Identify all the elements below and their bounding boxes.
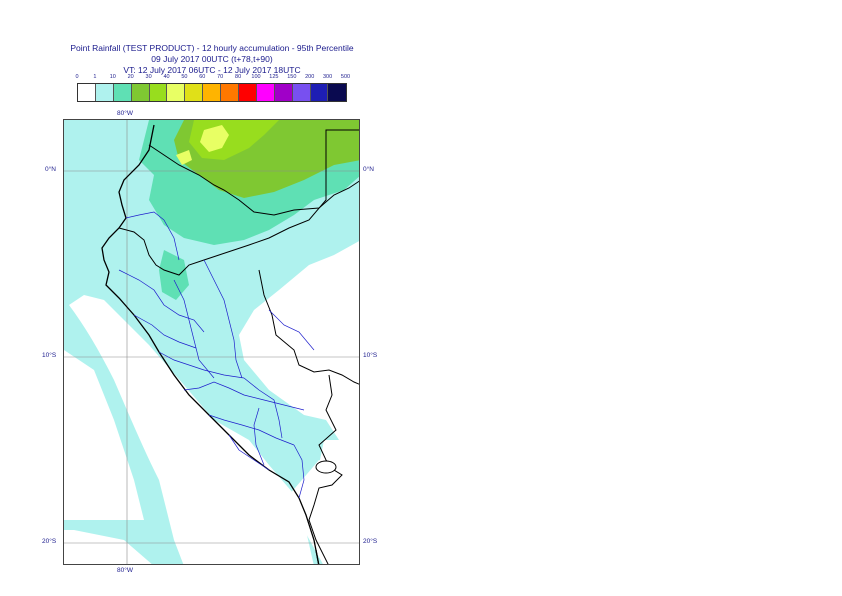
- admin-8: [203, 259, 243, 379]
- title-line-1: Point Rainfall (TEST PRODUCT) - 12 hourl…: [70, 43, 354, 53]
- border-colombia-ecuador: [148, 144, 359, 216]
- lat-label-10s-right: 10°S: [363, 352, 378, 359]
- legend-tick-label: 200: [305, 74, 315, 80]
- admin-7: [173, 279, 215, 379]
- legend-tick-label: 125: [269, 74, 279, 80]
- legend-tick-label: 60: [199, 74, 206, 80]
- map-svg: [64, 120, 359, 564]
- admin-2: [133, 314, 197, 349]
- legend-swatch: [221, 84, 240, 101]
- legend-swatch: [167, 84, 186, 101]
- admin-13: [268, 309, 315, 351]
- lon-label-top: 80°W: [117, 110, 133, 117]
- admin-12: [125, 211, 165, 221]
- legend-tick-label: 30: [145, 74, 152, 80]
- coast-south-chile: [315, 549, 320, 564]
- legend-swatch: [131, 84, 150, 101]
- legend-swatch: [149, 84, 168, 101]
- legend-swatch: [203, 84, 222, 101]
- legend-swatch: [328, 84, 347, 101]
- legend-swatch: [113, 84, 132, 101]
- coastline: [101, 124, 320, 564]
- admin-10: [293, 444, 305, 499]
- lat-label-20s-left: 20°S: [42, 538, 57, 545]
- rain-10-20-andes: [159, 250, 189, 300]
- admin-9: [243, 377, 283, 439]
- dry-ocean-area-1: [69, 295, 314, 564]
- lat-label-eq-left: 0°N: [45, 166, 56, 173]
- admin-6: [228, 434, 270, 471]
- legend-tick-label: 70: [217, 74, 224, 80]
- chart-title: Point Rainfall (TEST PRODUCT) - 12 hourl…: [62, 43, 362, 76]
- legend-tick-label: 10: [109, 74, 116, 80]
- coast-ecuador-peru: [101, 124, 320, 564]
- dry-east-area: [239, 241, 359, 450]
- title-line-2: 09 July 2017 00UTC (t+78,t+90): [151, 54, 273, 64]
- lat-label-eq-right: 0°N: [363, 166, 374, 173]
- lake-titicaca: [315, 460, 337, 474]
- admin-5: [208, 414, 295, 446]
- admin-1: [118, 269, 205, 333]
- legend-swatch: [274, 84, 293, 101]
- legend-tick-label: 100: [251, 74, 261, 80]
- lon-label-bottom: 80°W: [117, 567, 133, 574]
- legend-swatch: [78, 84, 96, 101]
- graticule: [64, 120, 359, 564]
- border-peru-brazil: [258, 269, 359, 385]
- legend-tick-label: 150: [287, 74, 297, 80]
- admin-3: [158, 351, 245, 379]
- national-borders: [118, 129, 359, 564]
- legend-swatch: [185, 84, 204, 101]
- border-peru-bolivia: [308, 374, 343, 564]
- legend-tick-label: 40: [163, 74, 170, 80]
- legend-tick-label: 0: [75, 74, 79, 80]
- rain-40-50-north: [200, 125, 229, 152]
- legend-swatch: [256, 84, 275, 101]
- lat-label-20s-right: 20°S: [363, 538, 378, 545]
- legend-bar: [77, 83, 348, 102]
- legend-tick-label: 20: [127, 74, 134, 80]
- admin-boundaries: [118, 211, 315, 499]
- legend-ticks: 0 1 10 20 30 40 50 60 70 80 100 125 150 200 300 500: [70, 74, 360, 84]
- legend-swatch: [292, 84, 311, 101]
- legend-tick-label: 500: [340, 74, 351, 80]
- legend-swatch: [95, 84, 114, 101]
- rain-40-50-north-2: [176, 150, 192, 165]
- legend-swatch: [310, 84, 329, 101]
- dry-south-area: [289, 460, 359, 564]
- legend-swatch: [239, 84, 257, 101]
- legend-tick-label: 1: [93, 74, 97, 80]
- legend-tick-label: 50: [181, 74, 188, 80]
- border-ecuador-peru: [118, 129, 359, 276]
- dry-ocean-area-2: [64, 350, 144, 520]
- admin-4: [183, 381, 305, 411]
- legend-tick-label: 80: [235, 74, 242, 80]
- admin-14: [253, 407, 265, 466]
- dry-ocean-area-3: [64, 530, 152, 564]
- color-legend: 0 1 10 20 30 40 50 60 70 80 100 125 150 200 300 500: [70, 74, 360, 104]
- map-panel: [63, 119, 360, 565]
- lat-label-10s-left: 10°S: [42, 352, 57, 359]
- title-line-3: VT: 12 July 2017 06UTC - 12 July 2017 18…: [123, 65, 301, 75]
- legend-tick-label: 300: [323, 74, 333, 80]
- admin-11: [163, 219, 180, 261]
